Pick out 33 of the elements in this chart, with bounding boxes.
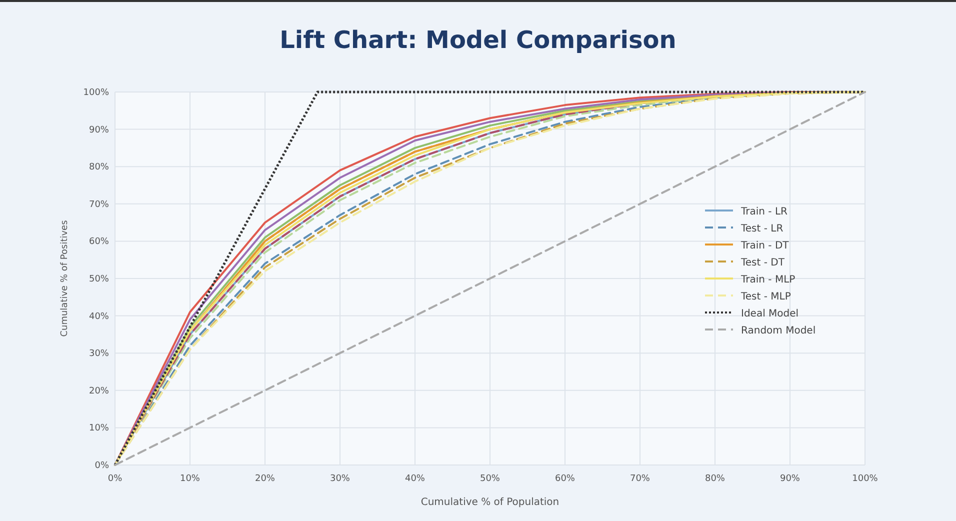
x-tick-label: 90% xyxy=(780,474,800,484)
legend-label: Train - LR xyxy=(740,206,788,218)
y-tick-label: 90% xyxy=(88,125,110,136)
y-tick-label: 10% xyxy=(88,424,110,434)
legend-label: Test - LR xyxy=(740,224,784,234)
x-tick-label: 80% xyxy=(704,474,726,484)
x-tick-label: 50% xyxy=(480,474,500,484)
legend-label: Random Model xyxy=(741,326,816,336)
y-tick-label: 100% xyxy=(83,88,110,98)
x-tick-label: 40% xyxy=(404,474,426,484)
y-tick-label: 50% xyxy=(88,274,110,284)
legend-label: Ideal Model xyxy=(741,308,799,320)
x-tick-label: 70% xyxy=(630,474,650,484)
y-tick-label: 70% xyxy=(88,200,110,210)
y-tick-label: 60% xyxy=(88,237,110,248)
x-axis-title: Cumulative % of Population xyxy=(420,497,560,508)
x-tick-label: 100% xyxy=(852,474,878,484)
y-axis-title: Cumulative % of Positives xyxy=(60,220,70,337)
x-tick-label: 10% xyxy=(180,474,200,484)
legend-label: Test - DT xyxy=(740,258,786,268)
legend-label: Train - MLP xyxy=(740,274,796,286)
y-tick-label: 30% xyxy=(88,349,110,360)
y-tick-label: 40% xyxy=(88,312,110,322)
legend-label: Test - MLP xyxy=(740,292,791,302)
x-tick-label: 20% xyxy=(254,474,276,484)
y-tick-label: 20% xyxy=(88,386,110,396)
y-tick-label: 0% xyxy=(94,461,110,471)
chart-title: Lift Chart: Model Comparison xyxy=(280,26,676,54)
x-tick-label: 0% xyxy=(108,474,123,484)
x-tick-label: 60% xyxy=(554,474,576,484)
legend-label: Train - DT xyxy=(740,240,790,252)
x-tick-label: 30% xyxy=(330,474,350,484)
y-tick-label: 80% xyxy=(88,162,110,173)
